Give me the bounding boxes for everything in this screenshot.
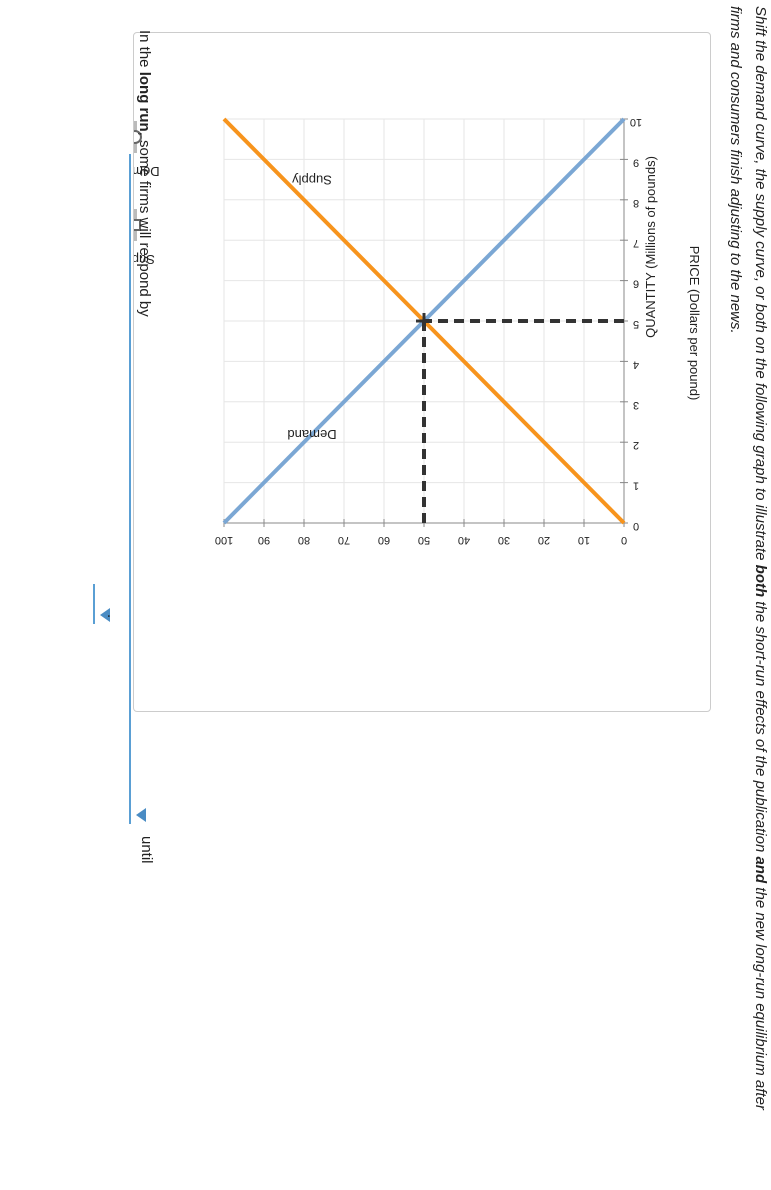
curve-labels: Demand Supply [287, 173, 336, 443]
quantity-tick-label: 40 [458, 534, 470, 546]
quantity-tick-label: 20 [538, 534, 550, 546]
until-text: until [138, 836, 155, 864]
price-tick-label: 4 [633, 358, 639, 370]
price-tick-label: 6 [633, 278, 639, 290]
y-axis-label: PRICE (Dollars per pound) [687, 246, 702, 401]
quantity-tick-label: 30 [498, 534, 510, 546]
supply-curve-label: Supply [292, 173, 332, 188]
quantity-tick-label: 0 [621, 534, 627, 546]
price-tick-label: 9 [633, 156, 639, 168]
quantity-tick-label: 90 [258, 534, 270, 546]
price-tick-label: 7 [633, 237, 639, 249]
price-tick-label: 3 [633, 399, 639, 411]
price-tick-label: 1 [633, 480, 639, 492]
price-tick-label: 5 [633, 318, 639, 330]
chevron-down-icon [136, 808, 146, 822]
quantity-tick-label: 100 [215, 534, 233, 546]
quantity-tick-label: 70 [338, 534, 350, 546]
price-tick-label: 2 [633, 439, 639, 451]
graph-panel: 0 1 2 3 4 5 6 7 8 9 10 0 10 20 30 40 50 60 70 80 90 100 Deman… [110, 32, 711, 712]
quantity-tick-label: 80 [298, 534, 310, 546]
quantity-tick-label: 10 [578, 534, 590, 546]
x-axis-label: QUANTITY (Millions of pounds) [643, 156, 658, 338]
price-tick-label: 10 [630, 116, 642, 128]
period-text: . [104, 614, 121, 619]
price-tick-label: 0 [633, 520, 639, 532]
quantity-tick-label: 50 [418, 534, 430, 546]
demand-curve-label: Demand [287, 427, 336, 442]
instructions: Shift the demand curve, the supply curve… [727, 6, 769, 1110]
response-dropdown[interactable] [129, 154, 153, 824]
equilibrium-guides [416, 313, 624, 523]
price-tick-label: 8 [633, 197, 639, 209]
quantity-tick-label: 60 [378, 534, 390, 546]
